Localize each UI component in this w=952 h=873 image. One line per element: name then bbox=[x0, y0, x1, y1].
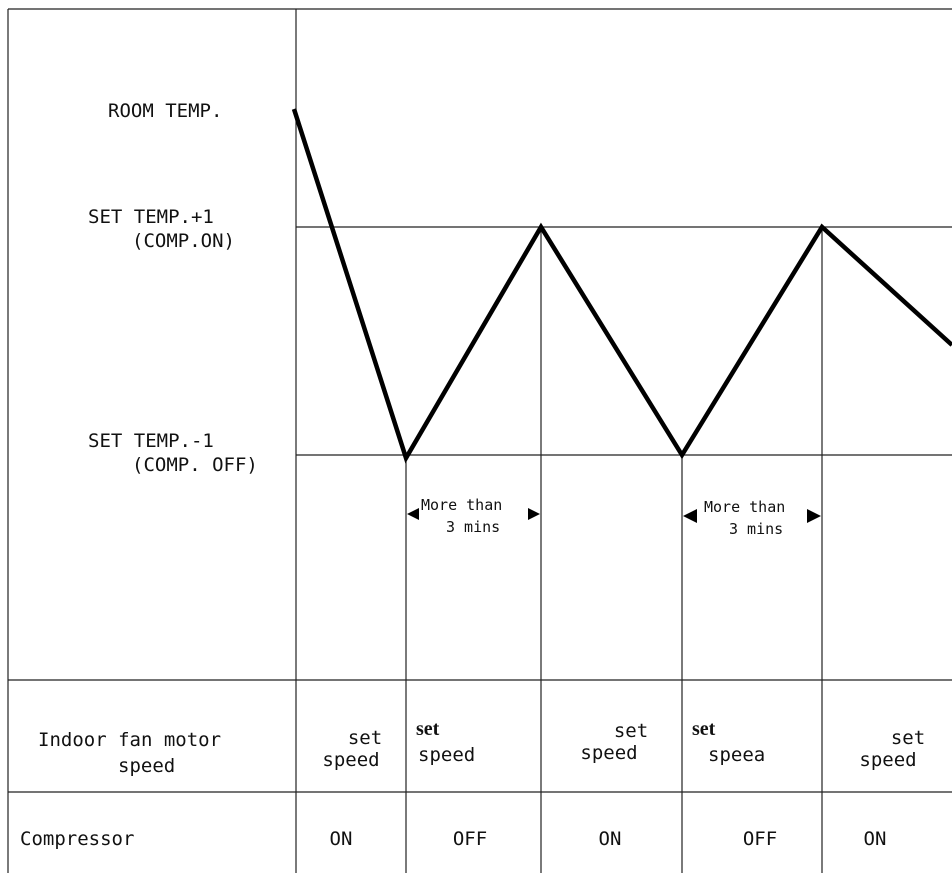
fan-cell-5-line1: set bbox=[890, 727, 926, 749]
temperature-curve bbox=[291, 108, 952, 464]
interval-1-line2: 3 mins bbox=[446, 518, 501, 536]
interval-1-line1: More than bbox=[421, 496, 503, 514]
set-temp-plus-sublabel: (COMP.ON) bbox=[132, 230, 235, 252]
arrow-left-icon bbox=[407, 508, 419, 520]
fan-cell-1-line1: set bbox=[347, 727, 383, 749]
fan-cell-3-line2: speed bbox=[580, 742, 638, 764]
compressor-cell-4: OFF bbox=[742, 828, 778, 850]
compressor-cell-5: ON bbox=[863, 828, 887, 850]
compressor-row-label: Compressor bbox=[20, 828, 135, 850]
compressor-cell-2: OFF bbox=[452, 828, 488, 850]
set-temp-plus-label: SET TEMP.+1 bbox=[88, 206, 214, 228]
room-temp-label: ROOM TEMP. bbox=[108, 100, 223, 122]
interval-arrow-1 bbox=[407, 508, 540, 520]
fan-cell-4-line2: speea bbox=[708, 744, 766, 766]
set-temp-minus-label: SET TEMP.-1 bbox=[88, 430, 214, 452]
set-temp-minus-sublabel: (COMP. OFF) bbox=[132, 454, 258, 476]
fan-cell-3: set speed bbox=[545, 720, 673, 764]
fan-cell-5-line2: speed bbox=[859, 749, 917, 771]
arrow-right-icon bbox=[807, 509, 821, 523]
interval-arrow-2 bbox=[683, 509, 821, 523]
fan-cell-4: set speea bbox=[688, 718, 808, 766]
compressor-cell-1: ON bbox=[329, 828, 353, 850]
arrow-right-icon bbox=[528, 508, 540, 520]
interval-2-line1: More than bbox=[704, 498, 786, 516]
fan-cell-2: set speed bbox=[410, 718, 530, 766]
compressor-cell-3: ON bbox=[598, 828, 622, 850]
fan-cell-5: set speed bbox=[828, 727, 948, 771]
fan-cell-3-line1: set bbox=[613, 720, 649, 742]
fan-cell-4-line1: set bbox=[692, 718, 716, 740]
fan-row-label: Indoor fan motor bbox=[38, 729, 222, 751]
grid-lines bbox=[7, 8, 952, 873]
fan-cell-1-line2: speed bbox=[322, 749, 380, 771]
fan-cell-2-line2: speed bbox=[418, 744, 476, 766]
interval-2-line2: 3 mins bbox=[729, 520, 784, 538]
fan-cell-1: set speed bbox=[300, 727, 402, 771]
fan-cell-2-line1: set bbox=[416, 718, 440, 740]
arrow-left-icon bbox=[683, 509, 697, 523]
fan-row-label-2: speed bbox=[118, 755, 176, 777]
